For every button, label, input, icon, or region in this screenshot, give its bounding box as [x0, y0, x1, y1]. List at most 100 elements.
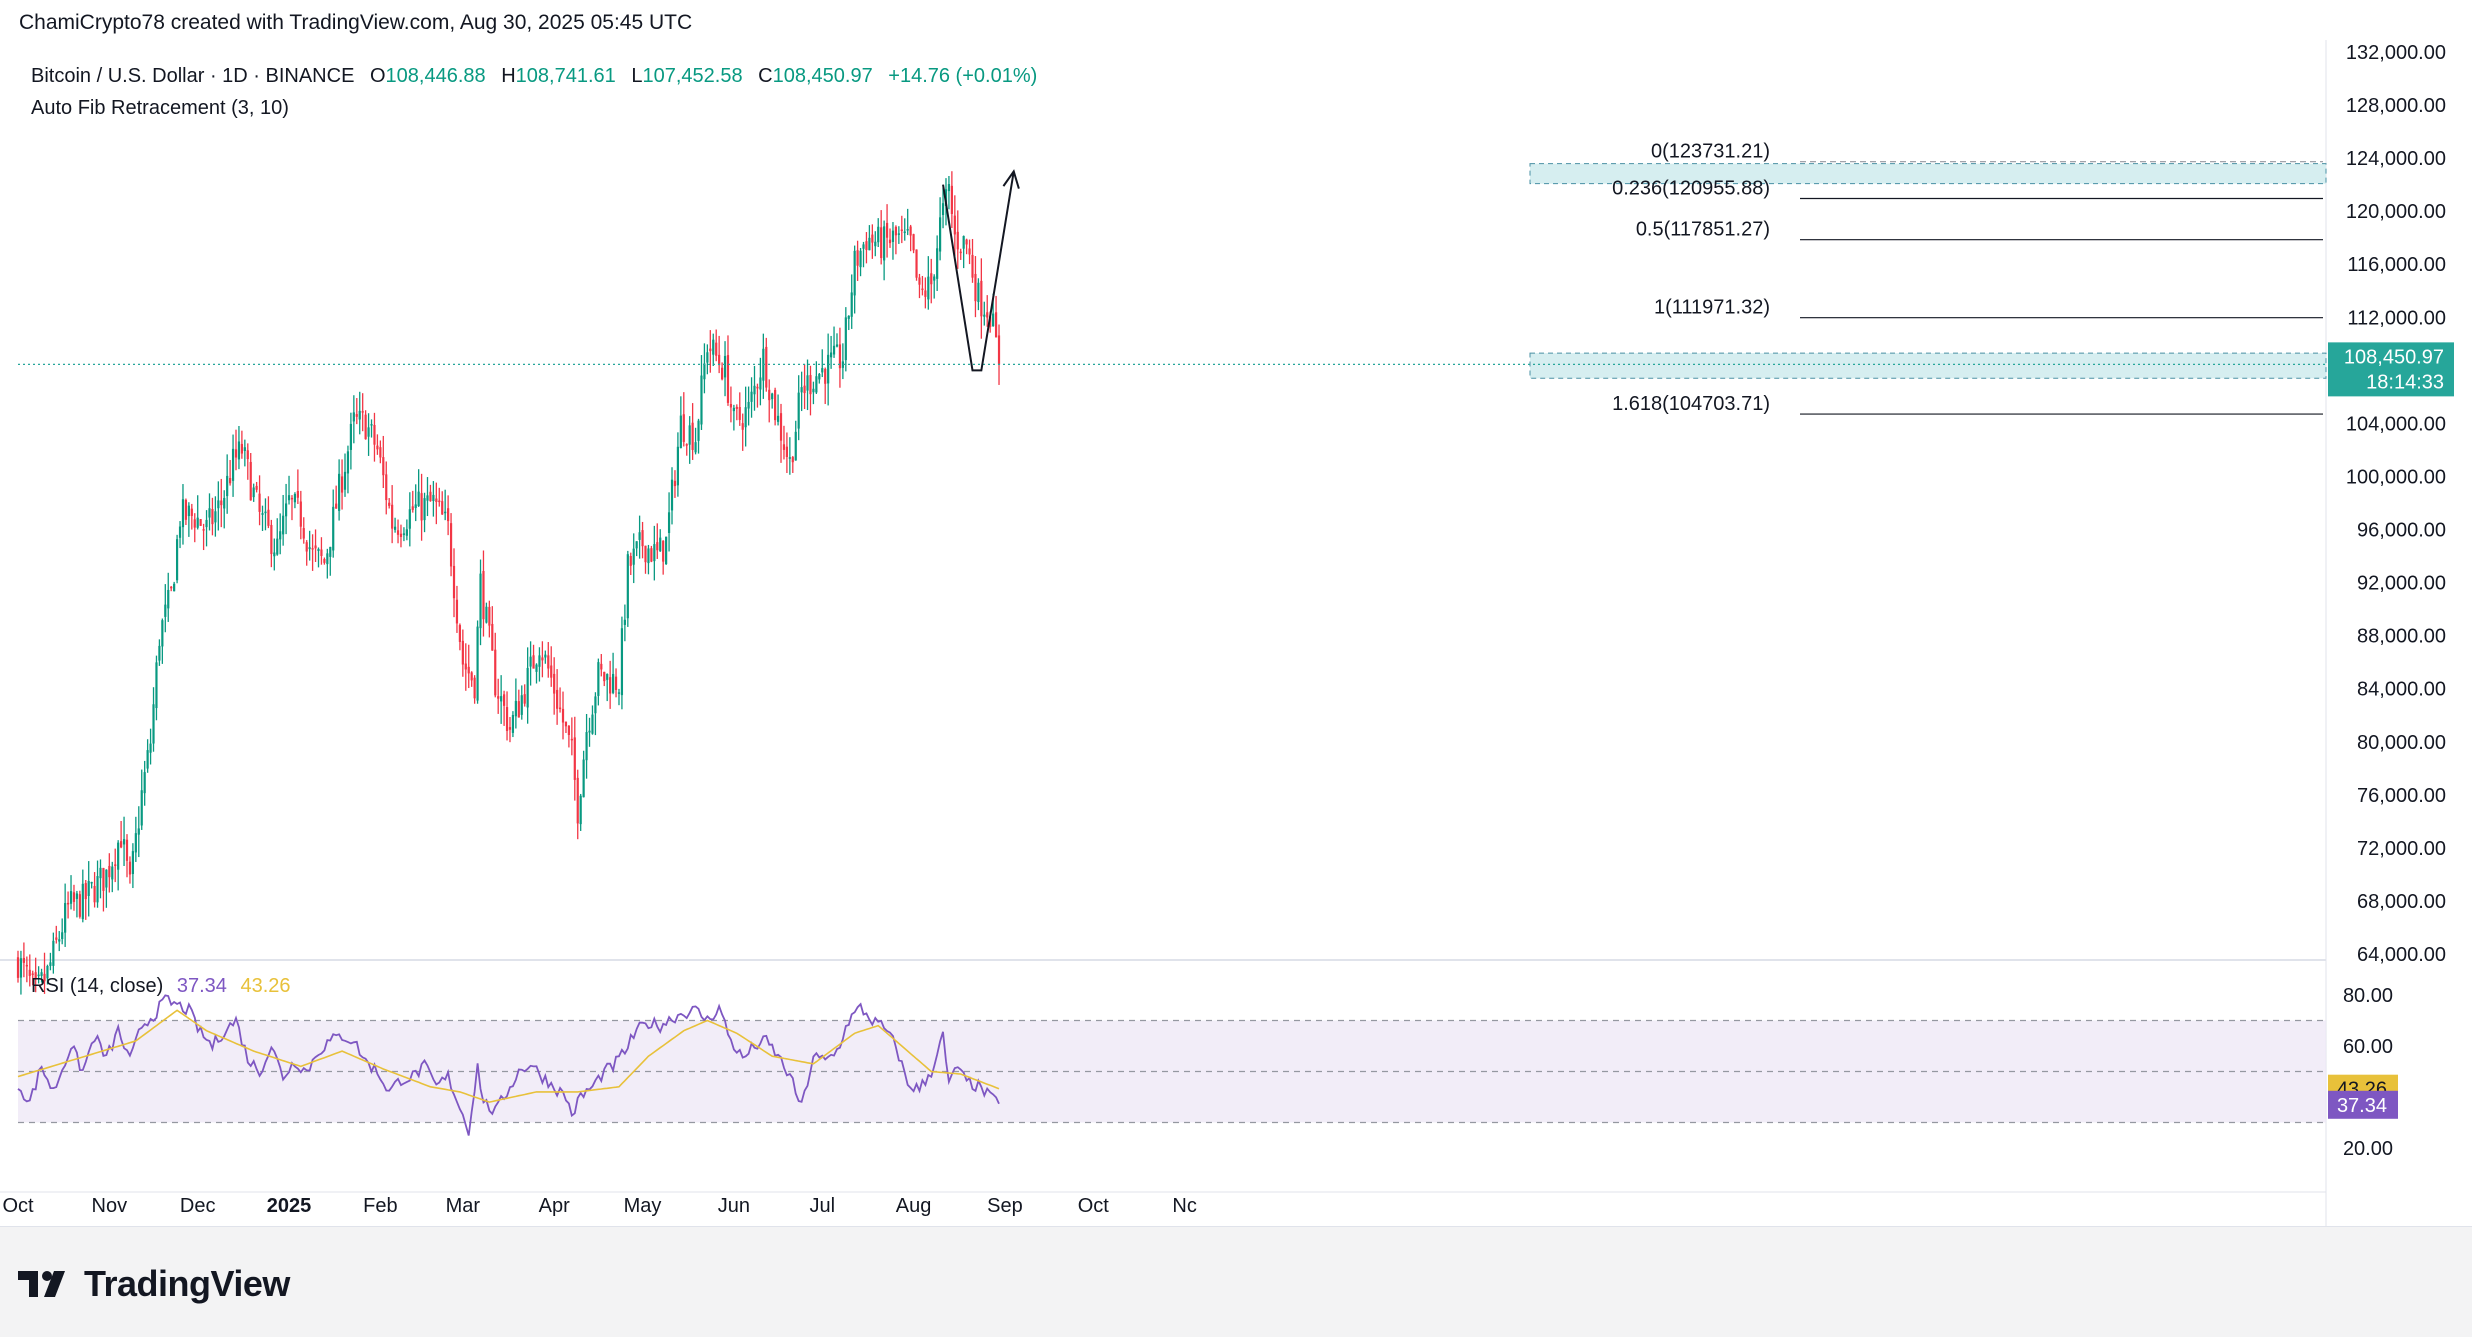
candle-body — [408, 509, 411, 529]
candle-body — [99, 867, 102, 879]
candle-body — [134, 833, 137, 853]
candle-body — [729, 403, 733, 408]
candle-body — [965, 239, 968, 245]
open-label: O — [369, 65, 386, 87]
candle-body — [547, 655, 550, 669]
candle-body — [947, 184, 951, 192]
candle-body — [567, 725, 571, 736]
candle-body — [753, 385, 756, 395]
time-tick-label: Nov — [92, 1195, 128, 1217]
candle-body — [370, 424, 373, 426]
candles — [16, 171, 1001, 995]
price-tick-label: 76,000.00 — [2357, 785, 2446, 807]
close-label: C — [758, 65, 773, 87]
symbol-legend: Bitcoin / U.S. Dollar · 1D · BINANCE O10… — [31, 60, 1037, 124]
candle-body — [659, 537, 662, 552]
candle-body — [514, 700, 517, 717]
candle-body — [782, 444, 786, 450]
chart-credit: ChamiCrypto78 created with TradingView.c… — [19, 11, 693, 34]
candle-body — [776, 415, 780, 422]
time-tick-label: Oct — [2, 1195, 34, 1217]
rsi-line — [17, 994, 1000, 1136]
candle-body — [181, 499, 185, 528]
price-tick-label: 96,000.00 — [2357, 520, 2446, 542]
time-tick-label: Dec — [180, 1195, 216, 1217]
candle-body — [488, 606, 491, 626]
candle-body — [977, 282, 980, 303]
candle-body — [806, 375, 809, 391]
candle-body — [585, 732, 588, 761]
time-tick-label: Apr — [539, 1195, 570, 1217]
candle-body — [850, 292, 853, 317]
open-value: 108,446.88 — [385, 65, 486, 87]
chart-canvas[interactable]: 0(123731.21) 0.236(120955.88) 0.5(117851.2… — [0, 0, 2472, 1226]
candle-body — [96, 876, 99, 903]
candle-body — [950, 185, 953, 214]
candle-body — [461, 640, 464, 665]
candle-body — [196, 517, 199, 528]
tradingview-logo[interactable]: TradingView — [18, 1263, 290, 1305]
candle-body — [155, 662, 158, 709]
time-tick-label: Jul — [809, 1195, 835, 1217]
candle-body — [270, 524, 273, 555]
candle-body — [953, 215, 956, 235]
candle-body — [835, 344, 839, 347]
candle-body — [290, 497, 294, 500]
indicator-title[interactable]: Auto Fib Retracement (3, 10) — [31, 97, 289, 119]
candle-body — [579, 795, 582, 825]
fib-zone-bottom — [1529, 352, 2327, 379]
candle-body — [435, 498, 438, 503]
candle-body — [243, 447, 246, 451]
candle-body — [656, 542, 659, 551]
candle-body — [900, 229, 903, 231]
candle-body — [173, 583, 176, 592]
low-value: 107,452.58 — [642, 65, 743, 87]
price-tick-label: 104,000.00 — [2346, 413, 2446, 435]
candle-body — [561, 708, 565, 723]
candle-body — [49, 962, 52, 966]
candle-body — [452, 565, 456, 599]
candle-body — [140, 790, 143, 826]
candle-body — [367, 427, 370, 437]
candle-body — [426, 495, 429, 501]
candle-body — [832, 345, 836, 355]
candle-body — [703, 363, 706, 380]
candle-body — [231, 448, 235, 481]
candle-body — [968, 248, 971, 255]
candle-body — [482, 571, 485, 620]
candle-body — [75, 893, 79, 899]
candle-body — [803, 385, 806, 394]
candle-body — [40, 972, 43, 976]
candle-body — [800, 387, 803, 393]
candle-body — [78, 894, 81, 917]
price-tick-label: 112,000.00 — [2347, 307, 2446, 329]
rsi-title[interactable]: RSI (14, close) — [31, 975, 164, 997]
candle-body — [293, 493, 297, 503]
time-tick-label: Feb — [363, 1195, 397, 1217]
candle-body — [582, 759, 585, 798]
candle-body — [576, 777, 579, 824]
price-tick-label: 80,000.00 — [2357, 732, 2446, 754]
candle-body — [402, 533, 406, 535]
time-tick-label: Sep — [987, 1195, 1023, 1217]
rsi-band-layer — [18, 1019, 2326, 1124]
projection-path — [942, 171, 1015, 372]
candle-body — [759, 377, 762, 390]
candle-body — [296, 491, 299, 498]
symbol-title[interactable]: Bitcoin / U.S. Dollar · 1D · BINANCE — [31, 65, 355, 87]
candle-body — [149, 743, 152, 753]
candle-body — [164, 604, 167, 617]
candle-body — [485, 606, 488, 623]
candle-body — [629, 555, 632, 566]
candle-body — [980, 280, 983, 317]
candle-body — [346, 451, 350, 474]
candle-body — [617, 692, 621, 694]
high-value: 108,741.61 — [515, 65, 616, 87]
candle-body — [84, 883, 87, 900]
candle-body — [420, 493, 423, 521]
candle-body — [105, 869, 108, 888]
candle-body — [31, 973, 34, 975]
candle-body — [997, 335, 1001, 365]
candle-body — [933, 276, 936, 281]
